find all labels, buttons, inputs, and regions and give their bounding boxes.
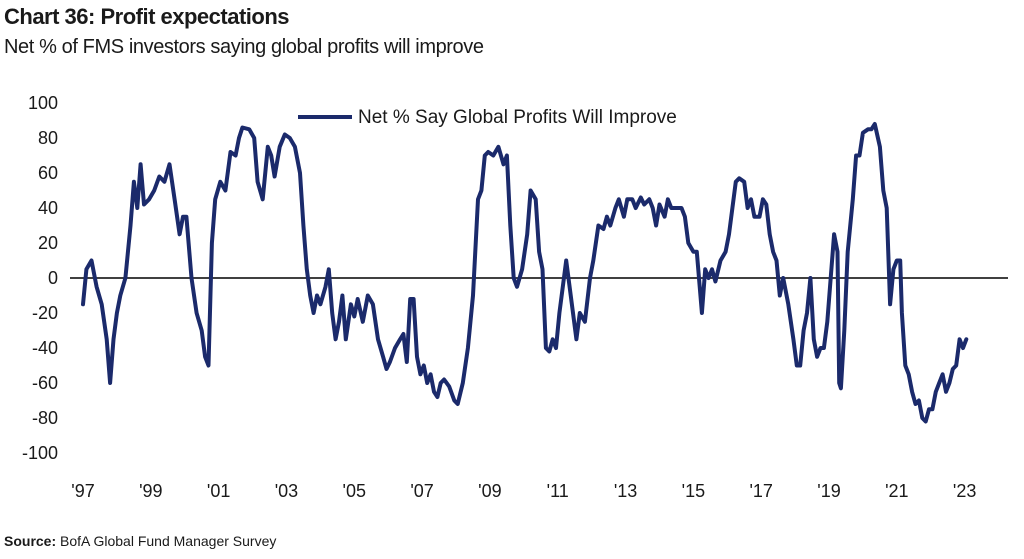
- x-tick-label: '09: [478, 481, 501, 501]
- x-tick-label: '11: [547, 481, 569, 501]
- y-tick-label: 80: [38, 128, 58, 148]
- x-tick-label: '23: [953, 481, 976, 501]
- chart-subtitle: Net % of FMS investors saying global pro…: [4, 36, 484, 58]
- profit-expectations-chart: 100 80 60 40 20 0 -20 -40 -60 -80 -100 '97 '99 '01 '0…: [22, 93, 1008, 501]
- y-tick-label: 100: [28, 93, 58, 113]
- source-label: Source:: [4, 533, 57, 549]
- y-tick-label: 40: [38, 198, 58, 218]
- y-tick-label: -100: [22, 443, 58, 463]
- y-tick-label: 0: [48, 268, 58, 288]
- y-tick-label: -20: [32, 303, 58, 323]
- x-tick-label: '15: [682, 481, 705, 501]
- x-tick-label: '19: [817, 481, 840, 501]
- chart-title: Chart 36: Profit expectations: [4, 4, 290, 29]
- source-text: BofA Global Fund Manager Survey: [60, 533, 277, 549]
- y-tick-label: 20: [38, 233, 58, 253]
- x-tick-label: '99: [139, 481, 162, 501]
- x-tick-label: '97: [71, 481, 94, 501]
- x-axis-tick-labels: '97 '99 '01 '03 '05 '07 '09 '11 '13 '15 '17 '19 '21 '…: [71, 481, 976, 501]
- legend: Net % Say Global Profits Will Improve: [298, 107, 677, 128]
- x-tick-label: '13: [614, 481, 637, 501]
- x-tick-label: '03: [275, 481, 298, 501]
- x-tick-label: '07: [410, 481, 433, 501]
- x-tick-label: '01: [207, 481, 230, 501]
- x-tick-label: '17: [749, 481, 772, 501]
- y-tick-label: 60: [38, 163, 58, 183]
- y-tick-label: -40: [32, 338, 58, 358]
- x-tick-label: '21: [885, 481, 908, 501]
- y-tick-label: -80: [32, 408, 58, 428]
- x-tick-label: '05: [343, 481, 366, 501]
- source-note: Source: BofA Global Fund Manager Survey: [4, 533, 276, 549]
- y-axis-tick-labels: 100 80 60 40 20 0 -20 -40 -60 -80 -100: [22, 93, 58, 463]
- legend-label: Net % Say Global Profits Will Improve: [358, 107, 677, 128]
- series-line-net-profits-improve: [81, 122, 969, 424]
- y-tick-label: -60: [32, 373, 58, 393]
